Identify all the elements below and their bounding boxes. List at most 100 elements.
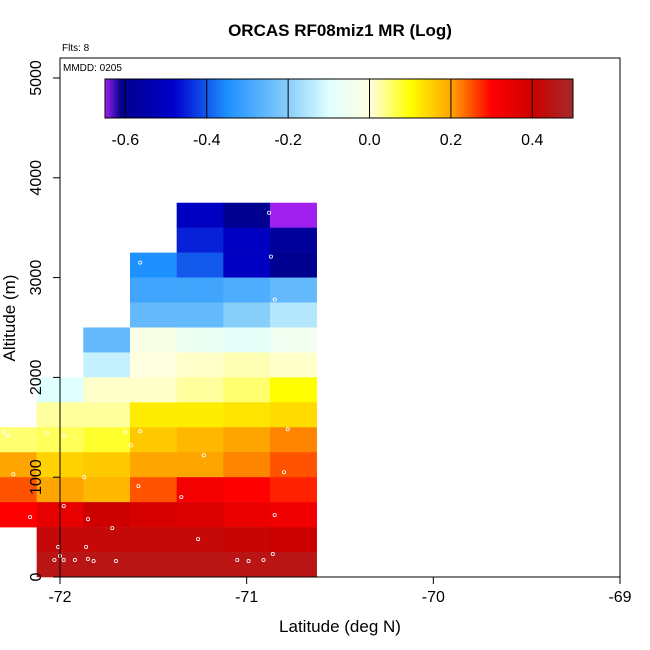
- colorbar-tick-label: -0.6: [112, 132, 140, 149]
- heatmap-cell: [270, 502, 317, 528]
- flight-point: [235, 558, 240, 563]
- colorbar-tick-label: -0.4: [193, 132, 221, 149]
- heatmap-cell: [0, 502, 37, 528]
- flight-point: [52, 558, 57, 563]
- heatmap-cell: [223, 277, 271, 303]
- heatmap-cell: [223, 427, 271, 453]
- heatmap-cell: [83, 352, 131, 378]
- heatmap-cell: [130, 302, 177, 328]
- colorbar-tick-label: 0.4: [521, 132, 543, 149]
- flight-point: [84, 545, 89, 550]
- flight-point: [44, 431, 49, 436]
- chart-title: ORCAS RF08miz1 MR (Log): [228, 21, 452, 40]
- flights-note: Flts: 8: [62, 43, 90, 54]
- heatmap-cell: [223, 202, 271, 228]
- heatmap-cell: [223, 252, 271, 278]
- flight-point: [61, 558, 66, 563]
- flight-point: [272, 513, 277, 518]
- heatmap-cell: [176, 527, 224, 553]
- heatmap-cell: [83, 327, 131, 353]
- y-tick-label: 2000: [28, 359, 45, 395]
- colorbar-tick-label: 0.0: [358, 132, 380, 149]
- heatmap-cell: [223, 227, 271, 253]
- flight-point: [117, 303, 122, 308]
- heatmap-cell: [130, 327, 177, 353]
- y-tick-label: 1000: [28, 459, 45, 495]
- flight-point: [128, 443, 133, 448]
- heatmap-cell: [83, 502, 131, 528]
- flight-point: [285, 427, 290, 432]
- heatmap-cell: [130, 377, 177, 403]
- y-axis: 0 1000 2000 3000 4000 5000: [28, 60, 60, 581]
- heatmap-cell: [176, 252, 224, 278]
- date-note: MMDD: 0205: [63, 63, 122, 74]
- colorbar: -0.6 -0.4 -0.2 0.0 0.2 0.4: [104, 78, 574, 149]
- heatmap-cell: [223, 327, 271, 353]
- heatmap-cell: [176, 377, 224, 403]
- y-tick-label: 4000: [28, 160, 45, 196]
- flight-point: [82, 475, 87, 480]
- flight-point: [272, 297, 277, 302]
- colorbar-gradient: [104, 78, 574, 119]
- x-tick-label: -72: [48, 589, 71, 606]
- heatmap-cell: [270, 252, 317, 278]
- flight-point: [61, 504, 66, 509]
- heatmap-cell: [223, 502, 271, 528]
- heatmap-cell: [270, 477, 317, 503]
- heatmap-cell: [270, 527, 317, 553]
- y-tick-label: 5000: [28, 60, 45, 96]
- flight-point: [136, 484, 141, 489]
- heatmap-cell: [130, 552, 177, 578]
- heatmap-cell: [130, 477, 177, 503]
- y-axis-label: Altitude (m): [0, 275, 19, 362]
- heatmap-cell: [83, 402, 131, 428]
- heatmap-cell: [223, 477, 271, 503]
- heatmap-cell: [83, 477, 131, 503]
- flight-point: [86, 557, 91, 562]
- heatmap-cell: [223, 452, 271, 478]
- heatmap-cell: [270, 352, 317, 378]
- flight-point: [72, 558, 77, 563]
- colorbar-ticks: -0.6 -0.4 -0.2 0.0 0.2 0.4: [112, 79, 544, 149]
- flight-point: [11, 472, 16, 477]
- x-tick-label: -69: [608, 589, 631, 606]
- y-tick-label: 3000: [28, 260, 45, 296]
- flight-point: [270, 552, 275, 557]
- heatmap-cell: [130, 502, 177, 528]
- heatmap-cell: [270, 402, 317, 428]
- heatmap-cell: [0, 427, 37, 453]
- heatmap-cell: [176, 427, 224, 453]
- flight-point: [281, 470, 286, 475]
- heatmap-cell: [176, 352, 224, 378]
- heatmap-cell: [270, 302, 317, 328]
- heatmap-cell: [83, 527, 131, 553]
- flight-point: [201, 453, 206, 458]
- heatmap-cell: [130, 452, 177, 478]
- heatmap-cell: [130, 402, 177, 428]
- flight-point: [2, 430, 7, 435]
- heatmap-cell: [223, 377, 271, 403]
- heatmap-cell: [130, 252, 177, 278]
- heatmap-cell: [176, 477, 224, 503]
- heatmap-cell: [83, 377, 131, 403]
- heatmap-cell: [270, 552, 317, 578]
- flight-point: [110, 526, 115, 531]
- flight-point: [267, 210, 272, 215]
- heatmap-cell: [176, 277, 224, 303]
- heatmap-cell: [270, 202, 317, 228]
- heatmap-cell: [176, 452, 224, 478]
- flight-point: [138, 260, 143, 265]
- x-axis-label: Latitude (deg N): [279, 617, 401, 636]
- flight-point: [196, 537, 201, 542]
- heatmap-cell: [176, 202, 224, 228]
- heatmap-cell: [130, 352, 177, 378]
- flight-point: [268, 254, 273, 259]
- heatmap-cell: [223, 552, 271, 578]
- heatmap-cell: [130, 527, 177, 553]
- x-axis: -72 -71 -70 -69: [48, 577, 632, 606]
- heatmap-cell: [223, 302, 271, 328]
- flight-point: [91, 559, 96, 564]
- x-tick-label: -71: [235, 589, 258, 606]
- heatmap-cell: [270, 227, 317, 253]
